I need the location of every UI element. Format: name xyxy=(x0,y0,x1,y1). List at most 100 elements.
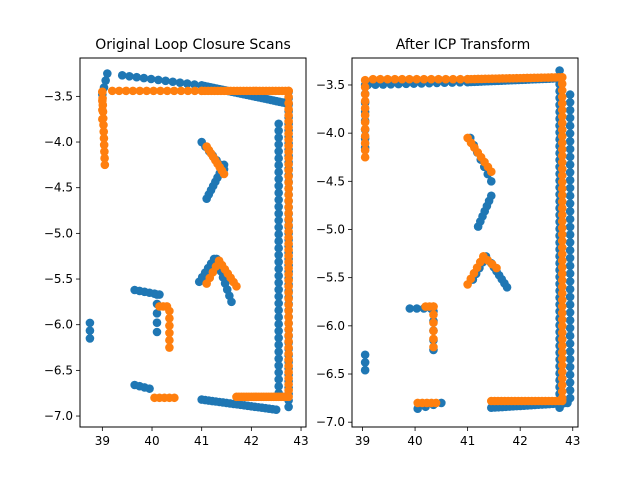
data-point xyxy=(274,216,283,225)
data-point xyxy=(274,154,283,163)
data-point xyxy=(557,249,567,259)
data-point xyxy=(274,326,283,336)
axes-frame xyxy=(351,57,579,428)
data-point xyxy=(360,117,370,127)
data-point xyxy=(376,74,385,84)
data-point xyxy=(100,147,109,156)
data-point xyxy=(557,347,567,357)
data-point xyxy=(284,306,293,316)
data-point xyxy=(284,380,293,389)
data-point xyxy=(284,355,293,365)
data-point xyxy=(161,76,170,86)
data-point xyxy=(274,285,283,294)
data-point xyxy=(125,71,134,81)
data-point xyxy=(121,86,131,96)
data-point xyxy=(274,292,283,301)
data-point xyxy=(429,342,438,352)
data-point xyxy=(557,158,567,167)
data-point xyxy=(99,127,109,136)
data-point xyxy=(165,335,174,345)
data-point xyxy=(557,184,567,193)
data-point xyxy=(426,74,436,84)
data-point xyxy=(565,245,575,255)
data-point xyxy=(565,238,575,247)
y-tick-label: −5.5 xyxy=(316,271,345,285)
data-point xyxy=(557,151,567,161)
y-tick-label: −4.0 xyxy=(316,126,345,140)
data-point xyxy=(557,328,567,337)
data-point xyxy=(128,86,138,96)
data-point xyxy=(219,169,229,179)
data-point xyxy=(557,72,567,82)
data-point xyxy=(565,152,575,162)
data-point xyxy=(412,304,422,313)
data-point xyxy=(284,239,293,249)
data-point xyxy=(565,191,575,201)
data-point xyxy=(284,104,293,114)
axes-frame xyxy=(79,57,307,428)
data-point xyxy=(557,354,567,364)
data-point xyxy=(565,90,575,99)
x-tick-label: 40 xyxy=(144,434,159,448)
data-point xyxy=(557,164,567,174)
data-point xyxy=(274,375,283,384)
data-point xyxy=(557,341,567,351)
data-point xyxy=(557,256,567,265)
y-tick-label: −5.0 xyxy=(316,222,345,236)
original-scans-panel: Original Loop Closure Scans 39 40 41 42 43 −3… xyxy=(44,37,309,448)
data-point xyxy=(284,86,293,96)
data-point xyxy=(429,310,438,319)
data-point xyxy=(284,282,293,291)
data-point xyxy=(565,183,575,193)
y-tick-label: −7.0 xyxy=(44,409,73,423)
data-point xyxy=(284,159,293,169)
data-point xyxy=(284,402,293,412)
data-point xyxy=(419,74,429,84)
data-point xyxy=(165,321,174,330)
y-tick-label: −4.0 xyxy=(44,135,73,149)
data-point xyxy=(565,230,575,239)
data-point xyxy=(284,141,293,151)
data-point xyxy=(274,361,283,370)
data-point xyxy=(565,121,575,131)
data-point xyxy=(557,86,567,95)
data-point xyxy=(502,283,512,292)
data-point xyxy=(135,86,145,96)
data-point xyxy=(284,251,293,261)
data-point xyxy=(85,318,95,328)
data-point xyxy=(284,233,293,242)
x-tick-label: 41 xyxy=(194,434,209,448)
data-point xyxy=(117,71,127,80)
data-point xyxy=(557,334,567,344)
data-point xyxy=(154,75,163,85)
data-point xyxy=(360,138,370,148)
data-point xyxy=(284,202,293,212)
data-point xyxy=(565,386,575,395)
data-point xyxy=(486,177,496,186)
data-point xyxy=(429,302,438,311)
data-point xyxy=(429,318,438,328)
data-point xyxy=(107,86,117,96)
data-point xyxy=(557,105,567,115)
data-point xyxy=(284,208,293,218)
data-point xyxy=(565,137,575,146)
data-point xyxy=(284,111,293,120)
data-point xyxy=(557,92,567,102)
data-point xyxy=(100,153,109,163)
data-point xyxy=(429,334,438,344)
data-point xyxy=(145,384,154,393)
data-point xyxy=(557,203,567,213)
data-point xyxy=(274,160,283,170)
data-point xyxy=(103,69,112,78)
data-point xyxy=(557,275,567,285)
data-point xyxy=(114,86,124,96)
data-point xyxy=(557,321,567,331)
data-point xyxy=(284,221,293,230)
data-point xyxy=(274,340,283,350)
data-point xyxy=(284,184,293,193)
data-point xyxy=(163,86,172,96)
data-point xyxy=(274,368,283,377)
tick-group: 39 40 41 42 43 −3.5 −4.0 −4.5 −5.0 −5.5 −6.0 −6.5 −7… xyxy=(316,78,581,448)
data-point xyxy=(227,297,236,307)
data-point xyxy=(412,74,421,84)
